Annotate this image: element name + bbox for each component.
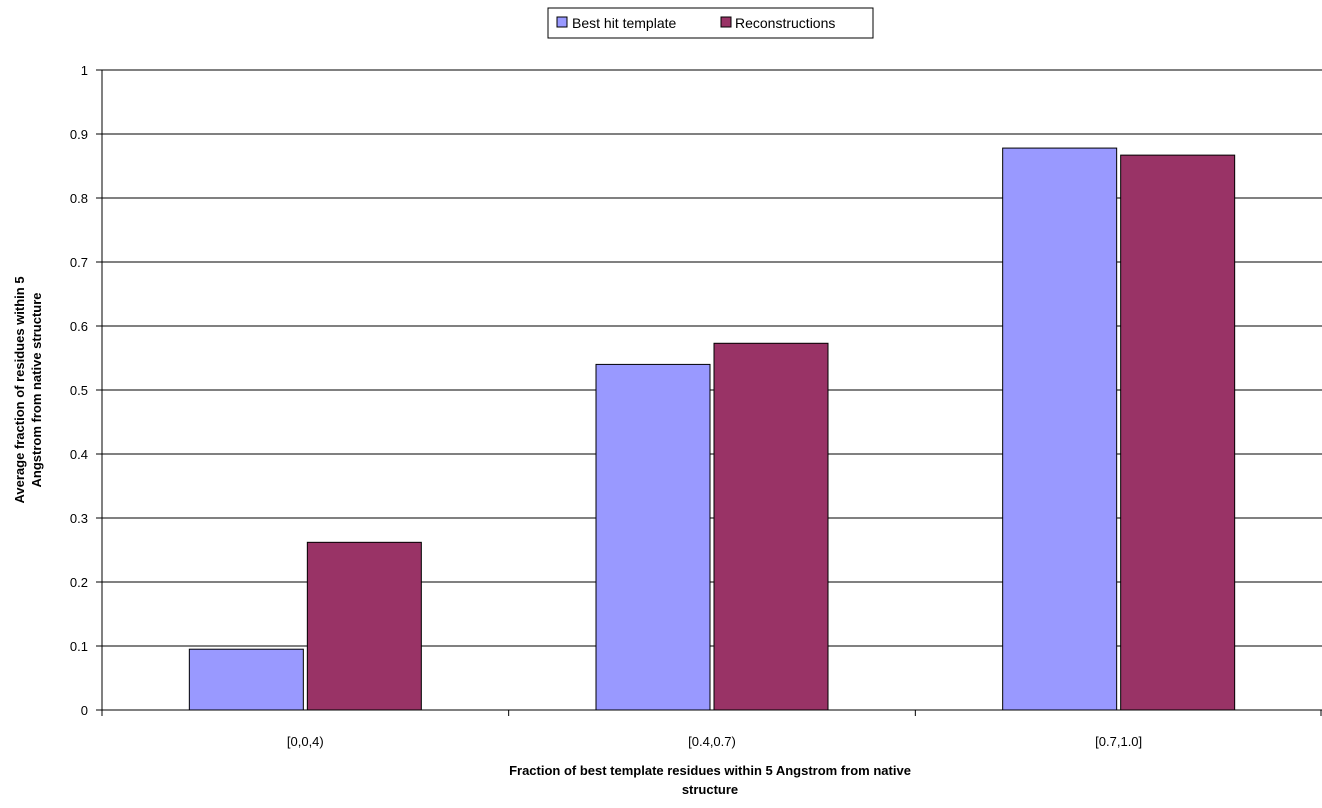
- x-tick-label-3: [0.7,1.0]: [1095, 734, 1142, 749]
- y-axis-title-line-2: Angstrom from native structure: [29, 292, 44, 487]
- bar-reconstructions-1: [307, 542, 421, 710]
- y-tick-label-5: 0.5: [70, 383, 88, 398]
- y-tick-label-0: 0: [81, 703, 88, 718]
- y-tick-label-1: 0.1: [70, 639, 88, 654]
- legend-label-best-hit-template: Best hit template: [572, 15, 676, 31]
- legend: Best hit template Reconstructions: [548, 8, 873, 38]
- y-tick-label-2: 0.2: [70, 575, 88, 590]
- bar-best-hit-template-2: [596, 364, 710, 710]
- x-axis-title-line-2: structure: [682, 782, 738, 797]
- bar-reconstructions-2: [714, 343, 828, 710]
- bars: [189, 148, 1234, 710]
- y-tick-label-9: 0.9: [70, 127, 88, 142]
- y-tick-label-3: 0.3: [70, 511, 88, 526]
- x-tick-labels: [0,0,4) [0.4,0.7) [0.7,1.0]: [287, 734, 1142, 749]
- y-tick-label-6: 0.6: [70, 319, 88, 334]
- legend-label-reconstructions: Reconstructions: [735, 15, 835, 31]
- x-tick-label-1: [0,0,4): [287, 734, 324, 749]
- bar-best-hit-template-1: [189, 649, 303, 710]
- x-axis-title-line-1: Fraction of best template residues withi…: [509, 763, 911, 778]
- y-tick-label-8: 0.8: [70, 191, 88, 206]
- y-tick-label-7: 0.7: [70, 255, 88, 270]
- legend-swatch-best-hit-template: [557, 17, 567, 27]
- x-tick-label-2: [0.4,0.7): [688, 734, 736, 749]
- legend-swatch-reconstructions: [721, 17, 731, 27]
- y-tick-labels: 0 0.1 0.2 0.3 0.4 0.5 0.6 0.7 0.8 0.9 1: [70, 63, 88, 718]
- y-tick-label-4: 0.4: [70, 447, 88, 462]
- y-tick-label-10: 1: [81, 63, 88, 78]
- bar-reconstructions-3: [1121, 155, 1235, 710]
- bar-best-hit-template-3: [1003, 148, 1117, 710]
- y-axis-title-line-1: Average fraction of residues within 5: [12, 276, 27, 503]
